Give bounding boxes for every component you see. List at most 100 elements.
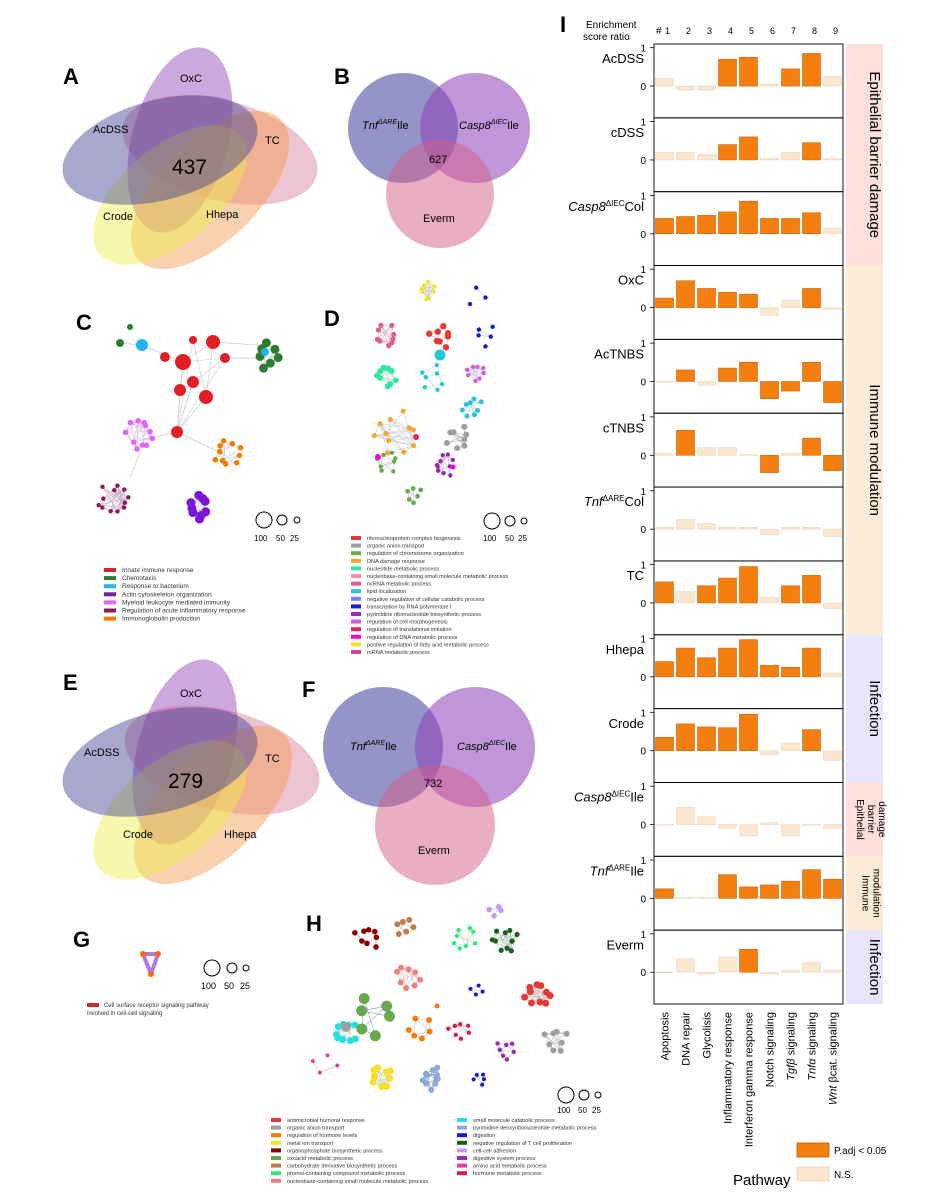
network-edge [466,398,475,417]
panel-d: D 100 50 25 ribonucleoprotein complex bi… [324,279,528,656]
network-node [514,931,520,937]
legend-swatch [104,600,116,605]
bar [718,577,737,604]
network-edge [409,427,414,446]
legend-label: regulation of chromosome organization [367,551,464,557]
network-node [434,1071,441,1078]
venn-set-label: TnfΔAREIle [362,119,409,132]
bar [676,430,695,456]
network-node [410,442,417,449]
bar [781,453,800,456]
bar [718,874,737,899]
network-node [392,377,399,384]
y-tick-label: 0 [640,451,646,462]
network-node [488,334,494,339]
network-node [475,407,481,413]
network-edge [421,286,435,290]
network-edge [400,967,421,981]
network-edge [468,367,484,376]
legend-swatch [351,566,361,571]
legend-label: nucleobase-containing small molecule met… [367,574,508,580]
legend-swatch [351,536,361,540]
group-label: Infection [866,939,883,996]
legend-label: digestive system process [473,1156,536,1162]
network-node [413,434,419,440]
network-edge [102,486,118,512]
bar [760,381,779,400]
network-node [426,279,431,285]
legend-label: Regulation of acute inflammatory respons… [122,608,246,615]
network-node [130,439,137,445]
network-node [423,374,428,380]
x-tick-label: Notch signaling [765,1012,777,1087]
row-label: cDSS [611,125,645,140]
network-node [372,928,378,935]
bar [676,897,695,899]
network-node [361,928,367,934]
network-node [445,452,451,457]
network-node [500,1053,506,1058]
panel-h: H 100 50 25 antimicrobial humoral respon… [271,904,602,1185]
panel-f: F TnfΔAREIle Casp8ΔIECIle Everm 732 [302,677,535,885]
bar [760,597,779,604]
network-node [375,327,381,333]
network-edge [374,429,414,436]
network-node [115,483,120,488]
network-edge [379,325,382,342]
bar [823,307,842,310]
network-edge [458,929,474,932]
bar [718,956,737,973]
network-node [550,1047,557,1054]
network-node [383,1083,391,1091]
network-edge [379,423,388,454]
network-node [442,344,450,351]
legend-swatch [457,1163,467,1168]
group-label: Immune [860,875,871,912]
network-node [346,1036,354,1044]
network-node [536,998,544,1006]
bar [823,381,842,403]
network-node [335,1063,340,1068]
panel-letter-i: I [560,12,566,37]
network-node [454,933,460,939]
network-node [155,951,161,957]
network-node [148,971,154,977]
bar [760,971,779,975]
bar [655,526,674,530]
network-node [495,904,502,910]
group-band [846,930,883,1004]
venn-ellipse-oxc [127,47,233,233]
y-tick-label: 1 [640,44,646,55]
network-node [384,450,391,456]
y-tick-label: 1 [640,487,646,498]
network-edge [117,489,125,512]
bar [781,218,800,235]
bar [739,293,758,308]
network-node [508,948,514,954]
network-edge [102,489,125,508]
legend-label: metal ion transport [287,1141,334,1147]
bar [655,888,674,899]
bar [718,144,737,161]
network-node [421,283,427,288]
network-node [491,913,497,919]
panel-letter-b: B [334,64,350,89]
legend-label: phenol-containing compound metabolic pro… [287,1171,406,1177]
network-edge [380,325,393,343]
network-node [474,1072,479,1077]
row-label: OxC [618,273,644,288]
network-node [411,500,416,506]
bar [676,519,695,530]
network-node [412,1015,419,1022]
size-legend-label: 100 [557,1106,571,1115]
network-node [502,930,508,936]
bar [823,750,842,761]
network-node [434,328,441,335]
network-node [466,1030,472,1035]
legend-swatch [457,1118,467,1122]
network-node [325,1053,330,1058]
network-edge [499,1049,514,1053]
network-node [440,322,447,330]
bar [739,454,758,456]
venn-set-label: Casp8ΔIECIle [459,119,519,132]
